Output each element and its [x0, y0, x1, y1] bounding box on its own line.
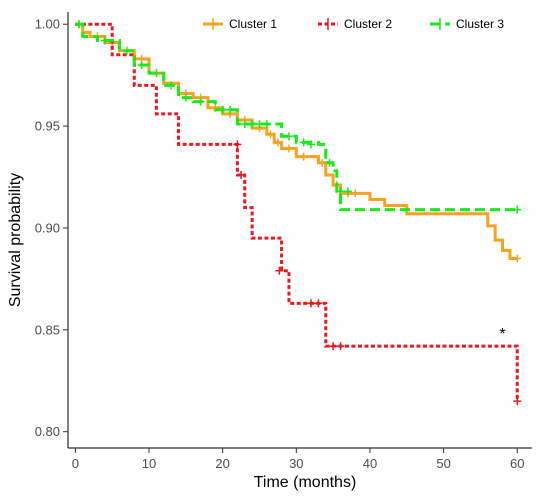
censor-mark: [255, 120, 264, 129]
x-tick-label: 30: [289, 456, 303, 471]
censor-mark: [275, 266, 284, 275]
legend-item-2: Cluster 2: [318, 17, 392, 31]
x-axis-title: Time (months): [254, 474, 357, 491]
x-tick-label: 20: [215, 456, 229, 471]
series-line-2: [75, 22, 519, 402]
censor-mark: [318, 158, 327, 167]
censor-mark: [329, 342, 338, 351]
censor-mark: [307, 299, 316, 308]
censor-mark: [284, 132, 293, 141]
censor-mark: [196, 97, 205, 106]
censor-mark: [226, 105, 235, 114]
y-tick-label: 0.80: [35, 424, 60, 439]
significance-annotation: *: [499, 326, 505, 343]
censor-mark: [513, 254, 522, 263]
censor-mark: [343, 187, 352, 196]
legend-label: Cluster 3: [456, 17, 504, 31]
censor-mark: [307, 140, 316, 149]
plot-area: [75, 20, 522, 406]
censor-mark: [299, 152, 308, 161]
y-axis-title: Survival probability: [7, 173, 24, 307]
legend: Cluster 1 Cluster 2 Cluster 3: [203, 17, 504, 31]
y-tick-label: 0.85: [35, 322, 60, 337]
series-3: [75, 20, 522, 214]
censor-mark: [513, 397, 522, 406]
censor-mark: [75, 20, 84, 29]
censor-mark: [273, 138, 282, 147]
x-tick-label: 10: [142, 456, 156, 471]
censor-mark: [181, 93, 190, 102]
x-tick-label: 0: [72, 456, 79, 471]
y-tick-label: 0.95: [35, 119, 60, 134]
censor-mark: [284, 144, 293, 153]
censor-mark: [100, 36, 109, 45]
censor-mark: [248, 120, 257, 129]
censor-mark: [336, 187, 345, 196]
censor-mark: [336, 342, 345, 351]
censor-mark: [240, 120, 249, 129]
censor-mark: [314, 299, 323, 308]
censor-mark: [122, 46, 131, 55]
censor-mark: [167, 81, 176, 90]
x-tick-label: 40: [363, 456, 377, 471]
legend-item-1: Cluster 1: [203, 17, 277, 31]
censor-mark: [266, 130, 275, 139]
censor-mark: [513, 205, 522, 214]
censor-mark: [325, 158, 334, 167]
axes: 0 10 20 30 40 50 60 0.80 0.85 0.90 0.95 1.00: [35, 12, 532, 471]
series-2: [75, 22, 522, 406]
censor-mark: [237, 170, 246, 179]
x-tick-label: 50: [436, 456, 450, 471]
legend-item-3: Cluster 3: [430, 17, 504, 31]
censor-mark: [351, 189, 360, 198]
censor-mark: [262, 120, 271, 129]
censor-mark: [299, 138, 308, 147]
legend-label: Cluster 1: [229, 17, 277, 31]
legend-label: Cluster 2: [344, 17, 392, 31]
censor-mark: [152, 69, 161, 78]
y-tick-label: 1.00: [35, 17, 60, 32]
censor-mark: [137, 60, 146, 69]
y-tick-label: 0.90: [35, 220, 60, 235]
censor-mark: [218, 105, 227, 114]
censor-mark: [233, 140, 242, 149]
x-tick-label: 60: [510, 456, 524, 471]
